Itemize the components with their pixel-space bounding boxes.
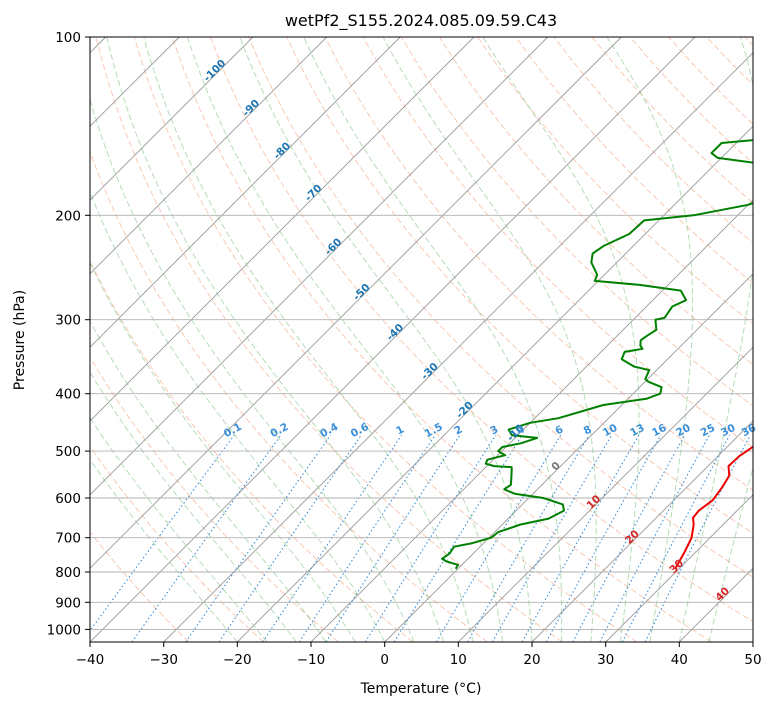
isotherm-line [90, 37, 254, 201]
profiles [441, 139, 753, 570]
isotherm-line [90, 37, 696, 642]
x-tick-label: 30 [597, 652, 614, 668]
moist-adiabat [90, 458, 238, 642]
dry-adiabat [90, 150, 488, 642]
dry-adiabat [210, 37, 753, 623]
mixing-ratio-line [435, 434, 562, 642]
plot-frame [89, 36, 754, 643]
isotherm-line [90, 37, 549, 496]
mixing-ratio-line [572, 434, 686, 642]
y-tick-label: 300 [55, 313, 81, 329]
x-axis: −40 −30 −20 −10 0 10 20 30 40 50 [76, 642, 762, 668]
isotherm-line [457, 346, 753, 642]
mixing-ratio-line [393, 434, 523, 642]
mixing-ratio-line [491, 434, 613, 642]
mixing-ratio-line [90, 434, 235, 632]
moist-adiabat [678, 37, 753, 642]
x-tick-label: −10 [297, 652, 326, 668]
moist-adiabat [90, 190, 386, 642]
mixing-ratio-line [325, 434, 461, 642]
x-tick-label: −20 [223, 652, 252, 668]
moist-adiabat [143, 37, 474, 642]
chart-title: wetPf2_S155.2024.085.09.59.C43 [285, 11, 557, 31]
dewpoint-line [441, 139, 753, 570]
moist-adiabat [90, 416, 268, 642]
x-tick-label: −40 [76, 652, 105, 668]
moist-adiabat [606, 37, 694, 642]
moist-adiabat [90, 370, 297, 642]
dry-adiabat [90, 356, 339, 642]
x-tick-label: 10 [450, 652, 467, 668]
y-axis-label: Pressure (hPa) [12, 290, 28, 390]
dry-adiabat [133, 37, 638, 642]
y-tick-label: 400 [55, 387, 81, 403]
dry-adiabat [515, 37, 753, 284]
dry-adiabat [90, 445, 264, 642]
moist-adiabat [90, 261, 356, 642]
mixing-ratio-line [218, 434, 362, 642]
moist-adiabat [187, 37, 503, 642]
moist-adiabat [382, 37, 597, 642]
x-tick-label: 0 [380, 652, 389, 668]
pressure-grid [90, 37, 753, 630]
isotherm-line [90, 37, 328, 275]
y-axis: 100 200 300 400 500 600 700 800 900 1000 [47, 30, 90, 638]
temperature-line [674, 445, 753, 570]
x-tick-label: 40 [671, 652, 688, 668]
isotherm-line [310, 199, 753, 642]
dry-adiabat [171, 37, 712, 642]
isotherm-line [384, 273, 753, 642]
mixing-ratio-line [545, 434, 662, 642]
y-tick-label: 700 [55, 531, 81, 547]
x-tick-label: 50 [744, 652, 761, 668]
isotherm-line [90, 37, 475, 422]
isotherm-line [163, 52, 753, 642]
plot-background [90, 37, 753, 642]
y-tick-label: 100 [55, 30, 81, 46]
mixing-ratio-line [621, 434, 731, 642]
isotherm-line [90, 37, 401, 348]
y-tick-label: 600 [55, 491, 81, 507]
moist-adiabat [482, 37, 640, 642]
isotherm-line [605, 494, 753, 642]
x-tick-label: −30 [149, 652, 178, 668]
isotherm-line [752, 641, 753, 642]
y-tick-label: 900 [55, 595, 81, 611]
isotherm-line [531, 420, 753, 642]
y-tick-label: 1000 [47, 622, 81, 638]
dry-adiabat [248, 37, 753, 578]
mixing-ratio-line [185, 434, 332, 642]
x-tick-label: 20 [523, 652, 540, 668]
dry-adiabat [90, 531, 190, 642]
y-tick-label: 200 [55, 208, 81, 224]
isotherm-line [236, 125, 753, 642]
moist-adiabat [106, 37, 445, 642]
dry-adiabat [95, 37, 563, 642]
moist-adiabat [239, 37, 533, 642]
x-axis-label: Temperature (°C) [360, 681, 482, 697]
isotherm-line [90, 37, 622, 569]
y-tick-label: 500 [55, 444, 81, 460]
y-tick-label: 800 [55, 565, 81, 581]
moist-adiabat [303, 37, 563, 642]
mixing-ratio-line [467, 434, 590, 642]
mixing-ratio-line [521, 434, 640, 642]
mixing-ratio-line [364, 434, 497, 642]
mixing-ratio-line [644, 434, 751, 642]
dry-adiabat [438, 37, 753, 366]
background-lines [90, 37, 753, 642]
